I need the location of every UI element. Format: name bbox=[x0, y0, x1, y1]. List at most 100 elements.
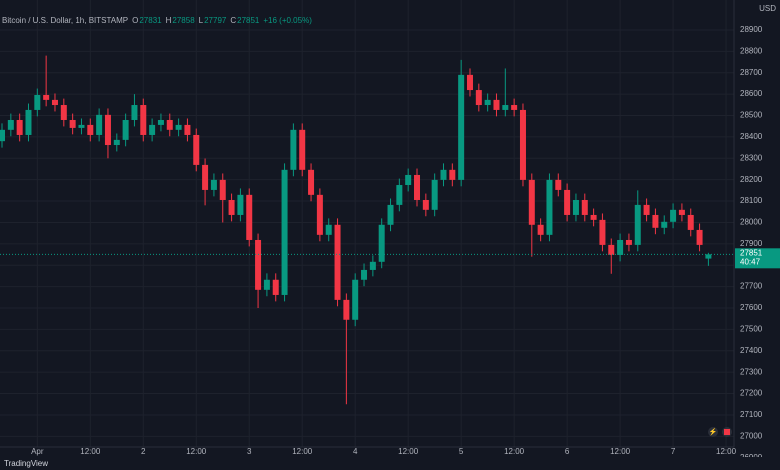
event-icon[interactable] bbox=[708, 427, 718, 437]
candle-body bbox=[511, 105, 518, 110]
candle-body bbox=[43, 94, 50, 100]
y-tick-label: 27400 bbox=[740, 346, 763, 355]
candle-body bbox=[210, 179, 217, 190]
candle-body bbox=[51, 99, 58, 106]
candle-body bbox=[34, 94, 41, 110]
candle-body bbox=[281, 169, 288, 295]
candle-body bbox=[175, 124, 182, 130]
candle-body bbox=[299, 129, 306, 170]
y-tick-label: 27000 bbox=[740, 431, 763, 440]
candle-body bbox=[387, 204, 394, 225]
candle-body bbox=[581, 199, 588, 215]
candle-body bbox=[493, 99, 500, 110]
candle-body bbox=[316, 194, 323, 235]
y-tick-label: 28900 bbox=[740, 25, 763, 34]
candle-body bbox=[369, 261, 376, 270]
candle-body bbox=[634, 204, 641, 245]
candle-body bbox=[16, 119, 23, 135]
candle-body bbox=[414, 174, 421, 200]
candle-body bbox=[237, 194, 244, 215]
calendar-glyph bbox=[724, 429, 730, 435]
candle-body bbox=[308, 169, 315, 195]
y-tick-label: 28100 bbox=[740, 196, 763, 205]
candle-body bbox=[599, 219, 606, 245]
x-tick-label: 12:00 bbox=[504, 447, 525, 456]
candle-body bbox=[687, 214, 694, 230]
candle-body bbox=[405, 174, 412, 186]
y-tick-label: 27900 bbox=[740, 239, 763, 248]
candle-body bbox=[325, 224, 332, 235]
candle-body bbox=[78, 124, 85, 128]
x-tick-label: 7 bbox=[671, 447, 676, 456]
candle-body bbox=[537, 224, 544, 235]
candle-body bbox=[670, 209, 677, 222]
candle-body bbox=[546, 179, 553, 235]
candle-body bbox=[166, 119, 173, 130]
candle-body bbox=[96, 114, 103, 135]
candle-body bbox=[25, 109, 32, 135]
countdown: 40:47 bbox=[740, 257, 761, 266]
x-tick-label: 12:00 bbox=[610, 447, 631, 456]
header-value: 27851 bbox=[237, 16, 260, 25]
candle-body bbox=[290, 129, 297, 170]
candle-body bbox=[572, 199, 579, 215]
candle-body bbox=[343, 299, 350, 320]
candle-body bbox=[617, 239, 624, 255]
currency: USD bbox=[759, 4, 776, 13]
event-icon-glyph: ⚡ bbox=[709, 427, 718, 436]
candle-body bbox=[263, 279, 270, 290]
y-tick-label: 28500 bbox=[740, 111, 763, 120]
candle-body bbox=[69, 119, 76, 128]
price-label: 27851 bbox=[740, 248, 763, 257]
candle-body bbox=[131, 105, 138, 120]
candle-body bbox=[422, 199, 429, 210]
x-tick-label: 12:00 bbox=[292, 447, 313, 456]
footer bbox=[0, 457, 780, 470]
header-label: O bbox=[132, 16, 138, 25]
candle-body bbox=[149, 124, 156, 135]
candle-body bbox=[590, 214, 597, 220]
candle-body bbox=[608, 244, 615, 255]
x-tick-label: Apr bbox=[31, 447, 44, 456]
header-value: 27831 bbox=[139, 16, 162, 25]
y-tick-label: 27200 bbox=[740, 389, 763, 398]
candle-body bbox=[272, 279, 279, 295]
y-tick-label: 27100 bbox=[740, 410, 763, 419]
x-tick-label: 12:00 bbox=[398, 447, 419, 456]
candle-body bbox=[361, 269, 368, 280]
candle-body bbox=[122, 119, 129, 140]
candle-body bbox=[60, 105, 67, 120]
y-tick-label: 28400 bbox=[740, 132, 763, 141]
candle-body bbox=[458, 74, 465, 180]
candle-body bbox=[475, 90, 482, 106]
candle-body bbox=[528, 179, 535, 225]
y-tick-label: 27700 bbox=[740, 282, 763, 291]
candle-body bbox=[87, 124, 94, 135]
y-tick-label: 27600 bbox=[740, 303, 763, 312]
candle-body bbox=[246, 194, 253, 240]
candle-body bbox=[104, 114, 111, 146]
candle-body bbox=[625, 239, 632, 245]
candle-body bbox=[705, 254, 712, 259]
candle-body bbox=[466, 74, 473, 91]
x-tick-label: 12:00 bbox=[80, 447, 101, 456]
candle-body bbox=[0, 129, 5, 142]
x-tick-label: 3 bbox=[247, 447, 252, 456]
header-change: +16 (+0.05%) bbox=[263, 16, 312, 25]
x-tick-label: 12:00 bbox=[716, 447, 737, 456]
candle-body bbox=[157, 119, 164, 125]
x-tick-label: 12:00 bbox=[186, 447, 207, 456]
y-tick-label: 27500 bbox=[740, 324, 763, 333]
candle-body bbox=[643, 204, 650, 215]
candle-body bbox=[696, 229, 703, 245]
header-label: L bbox=[199, 16, 204, 25]
x-tick-label: 2 bbox=[141, 447, 146, 456]
candle-body bbox=[352, 279, 359, 320]
candle-body bbox=[449, 169, 456, 180]
chart-title: Bitcoin / U.S. Dollar, 1h, BITSTAMP bbox=[2, 16, 128, 25]
candle-body bbox=[431, 179, 438, 210]
candle-body bbox=[519, 109, 526, 180]
candle-body bbox=[484, 99, 491, 106]
